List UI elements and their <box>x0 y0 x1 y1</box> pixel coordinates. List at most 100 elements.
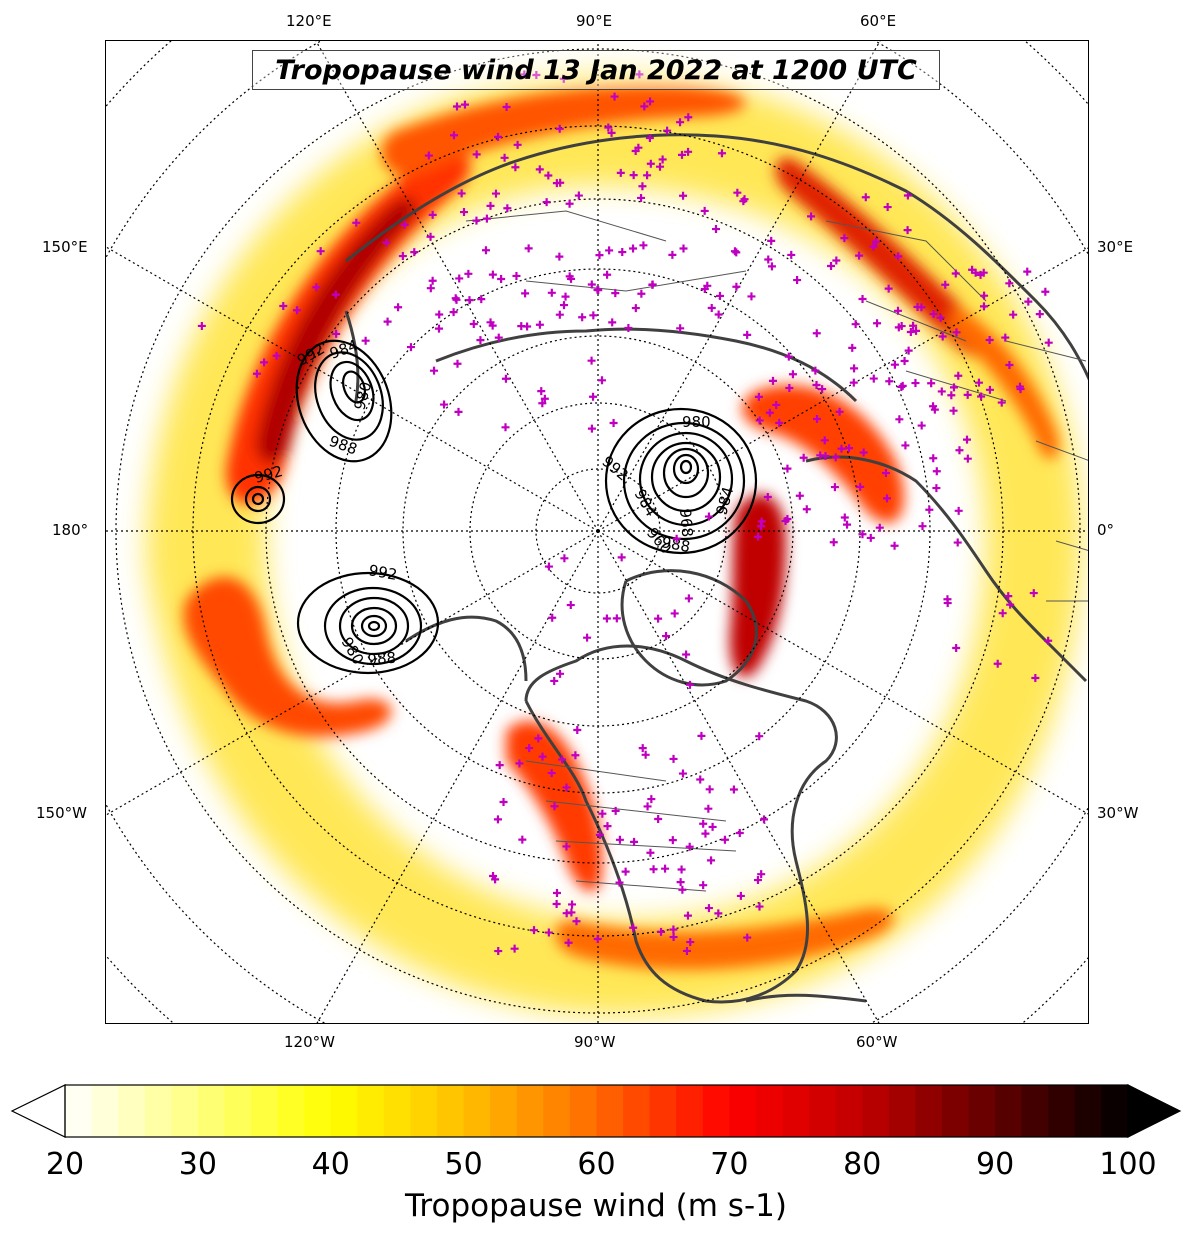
station-marker <box>767 262 776 271</box>
colorbar-cell <box>862 1085 890 1137</box>
station-marker <box>1004 592 1013 601</box>
station-marker <box>743 330 752 339</box>
station-marker <box>871 237 880 246</box>
station-marker <box>572 917 581 926</box>
colorbar-cell <box>543 1085 571 1137</box>
station-marker <box>482 214 491 223</box>
station-marker <box>873 319 882 328</box>
station-marker <box>890 541 899 550</box>
station-marker <box>952 644 961 653</box>
station-marker <box>676 324 685 333</box>
colorbar-cell <box>224 1085 252 1137</box>
station-marker <box>684 113 693 122</box>
colorbar-cell <box>995 1085 1023 1137</box>
station-marker <box>648 280 657 289</box>
station-marker <box>678 150 687 159</box>
station-marker <box>998 609 1007 618</box>
colorbar-cell <box>755 1085 784 1137</box>
station-marker <box>993 659 1002 668</box>
station-marker <box>788 370 797 379</box>
station-marker <box>564 938 573 947</box>
station-marker <box>635 70 644 79</box>
station-marker <box>260 358 269 367</box>
station-marker <box>594 286 603 295</box>
station-marker <box>985 385 994 394</box>
station-marker <box>555 310 564 319</box>
station-marker <box>714 909 723 918</box>
station-marker <box>812 329 821 338</box>
station-marker <box>537 387 546 396</box>
station-marker <box>885 377 894 386</box>
station-marker <box>589 392 598 401</box>
station-marker <box>566 601 575 610</box>
station-marker <box>670 609 679 618</box>
colorbar-tick-label: 60 <box>577 1147 616 1182</box>
coast-asia <box>345 133 1088 381</box>
station-marker <box>662 632 671 641</box>
station-marker <box>700 206 709 215</box>
station-marker <box>459 208 468 217</box>
jet-streak-europe <box>775 157 991 358</box>
station-marker <box>293 306 302 315</box>
station-marker <box>542 198 551 207</box>
wind-speed-shading <box>146 70 1082 1017</box>
station-marker <box>1005 279 1014 288</box>
colorbar-cell <box>383 1085 412 1137</box>
station-marker <box>435 310 444 319</box>
station-marker <box>949 383 958 392</box>
station-marker <box>589 311 598 320</box>
station-marker <box>682 946 691 955</box>
station-marker <box>499 797 508 806</box>
colorbar-cell <box>330 1085 358 1137</box>
station-marker <box>488 270 497 279</box>
colorbar-cell <box>729 1085 757 1137</box>
station-marker <box>561 292 570 301</box>
colorbar-cell <box>676 1085 704 1137</box>
station-marker <box>493 815 502 824</box>
station-marker <box>595 251 604 260</box>
station-marker <box>784 352 793 361</box>
station-marker <box>550 676 559 685</box>
colorbar-cell <box>649 1085 677 1137</box>
station-marker <box>895 415 904 424</box>
station-marker <box>1044 338 1053 347</box>
station-marker <box>455 274 464 283</box>
station-marker <box>428 210 437 219</box>
station-marker <box>532 71 541 80</box>
station-marker <box>917 303 926 312</box>
station-marker <box>979 268 988 277</box>
station-marker <box>1023 267 1032 276</box>
station-marker <box>556 669 565 678</box>
station-marker <box>1016 385 1025 394</box>
station-marker <box>929 454 938 463</box>
station-marker <box>547 769 556 778</box>
colorbar-cell <box>304 1085 332 1137</box>
station-marker <box>501 374 510 383</box>
station-marker <box>595 830 604 839</box>
station-marker <box>856 482 865 491</box>
jet-band-outer <box>146 70 1082 1017</box>
station-marker <box>974 378 983 387</box>
station-marker <box>598 809 607 818</box>
station-marker <box>559 301 568 310</box>
station-marker <box>775 418 784 427</box>
station-marker <box>449 308 458 317</box>
station-marker <box>513 140 522 149</box>
station-marker <box>678 769 687 778</box>
station-marker <box>763 493 772 502</box>
station-marker <box>785 383 794 392</box>
colorbar-cell <box>809 1085 837 1137</box>
station-marker <box>937 387 946 396</box>
station-marker <box>434 324 443 333</box>
station-marker <box>552 889 561 898</box>
station-marker <box>904 346 913 355</box>
station-marker <box>783 514 792 523</box>
station-marker <box>755 416 764 425</box>
coast-greenland <box>620 569 758 687</box>
station-marker <box>955 446 964 455</box>
station-marker <box>708 822 717 831</box>
station-marker <box>503 204 512 213</box>
station-marker <box>495 761 504 770</box>
station-marker <box>739 197 748 206</box>
map-canvas: 992 984 980 988 992 992 980 988 992 980 … <box>106 41 1088 1023</box>
